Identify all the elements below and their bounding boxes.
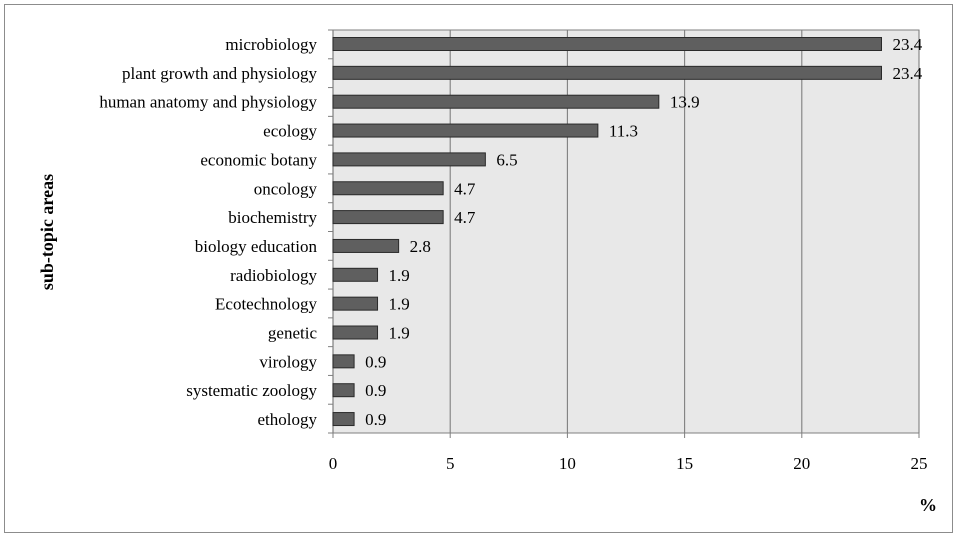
category-label: microbiology [225, 35, 317, 54]
category-label: ethology [258, 410, 318, 429]
bars [332, 37, 882, 427]
category-label: biochemistry [228, 208, 317, 227]
bar [332, 354, 355, 369]
plot-area [332, 29, 920, 434]
y-axis-title: sub-topic areas [37, 174, 57, 290]
x-axis-title: % [919, 495, 937, 515]
bar [332, 238, 400, 253]
x-tick-labels: 0 5 10 15 20 25 [329, 454, 928, 473]
bar [332, 267, 379, 282]
category-label: economic botany [200, 150, 317, 169]
value-label: 1.9 [389, 324, 410, 343]
value-label: 11.3 [609, 122, 638, 141]
value-label: 2.8 [410, 237, 431, 256]
bar [332, 181, 444, 196]
value-label: 0.9 [365, 410, 386, 429]
category-labels: microbiology plant growth and physiology h… [99, 35, 317, 429]
bar [332, 412, 355, 427]
bar [332, 325, 379, 340]
category-label: virology [259, 352, 317, 371]
category-label: oncology [254, 179, 318, 198]
value-label: 0.9 [365, 381, 386, 400]
category-label: genetic [268, 324, 318, 343]
x-tick-label: 0 [329, 454, 338, 473]
x-tick-label: 25 [911, 454, 928, 473]
value-label: 13.9 [670, 93, 700, 112]
x-tick-label: 10 [559, 454, 576, 473]
bar [332, 383, 355, 398]
category-label: biology education [195, 237, 318, 256]
category-label: plant growth and physiology [122, 64, 318, 83]
category-label: ecology [263, 122, 317, 141]
x-tick-label: 20 [793, 454, 810, 473]
value-label: 4.7 [454, 208, 476, 227]
value-label: 6.5 [496, 150, 517, 169]
x-tick-label: 15 [676, 454, 693, 473]
value-label: 23.4 [892, 64, 922, 83]
bar [332, 65, 882, 80]
value-label: 0.9 [365, 352, 386, 371]
bar [332, 37, 882, 51]
x-tick-label: 5 [446, 454, 455, 473]
category-label: systematic zoology [186, 381, 317, 400]
bar [332, 123, 599, 138]
value-label: 23.4 [892, 35, 922, 54]
bar [332, 296, 379, 311]
bar [332, 94, 660, 109]
category-label: radiobiology [230, 266, 317, 285]
value-label: 1.9 [389, 295, 410, 314]
bar [332, 210, 444, 225]
category-label: human anatomy and physiology [99, 93, 317, 112]
bar [332, 152, 486, 167]
value-labels: 23.423.413.911.36.54.74.72.81.91.91.90.9… [365, 35, 923, 429]
value-label: 4.7 [454, 179, 476, 198]
value-label: 1.9 [389, 266, 410, 285]
category-label: Ecotechnology [215, 295, 317, 314]
